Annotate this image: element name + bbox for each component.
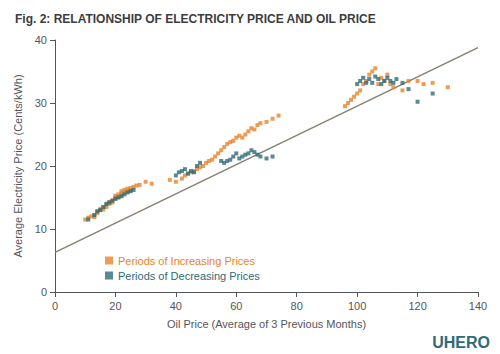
- svg-text:Oil Price (Average of 3 Previo: Oil Price (Average of 3 Previous Months): [167, 318, 366, 330]
- svg-text:20: 20: [109, 300, 121, 312]
- svg-text:0: 0: [52, 300, 58, 312]
- svg-text:40: 40: [170, 300, 182, 312]
- svg-text:80: 80: [291, 300, 303, 312]
- svg-text:100: 100: [348, 300, 366, 312]
- svg-text:60: 60: [230, 300, 242, 312]
- svg-text:40: 40: [35, 34, 47, 46]
- svg-text:UHERO: UHERO: [432, 334, 490, 351]
- svg-text:Fig. 2: RELATIONSHIP OF ELECTR: Fig. 2: RELATIONSHIP OF ELECTRICITY PRIC…: [15, 12, 376, 26]
- svg-text:30: 30: [35, 97, 47, 109]
- svg-text:Periods of Increasing Prices: Periods of Increasing Prices: [118, 255, 255, 267]
- svg-text:120: 120: [408, 300, 426, 312]
- svg-text:0: 0: [41, 286, 47, 298]
- svg-text:Periods of Decreasing Prices: Periods of Decreasing Prices: [118, 270, 260, 282]
- svg-text:10: 10: [35, 223, 47, 235]
- svg-text:Average Electricity Price (Cen: Average Electricity Price (Cents/kWh): [12, 74, 24, 257]
- svg-text:140: 140: [469, 300, 487, 312]
- svg-text:20: 20: [35, 160, 47, 172]
